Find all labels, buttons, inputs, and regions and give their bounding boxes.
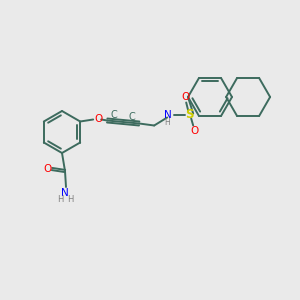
Text: C: C [111, 110, 118, 119]
Text: O: O [94, 113, 102, 124]
Text: O: O [190, 127, 198, 136]
Text: N: N [164, 110, 172, 121]
Text: H: H [57, 196, 63, 205]
Text: H: H [164, 118, 170, 127]
Text: S: S [185, 108, 194, 121]
Text: O: O [181, 92, 189, 101]
Text: C: C [129, 112, 136, 122]
Text: O: O [43, 164, 51, 174]
Text: N: N [61, 188, 69, 198]
Text: H: H [67, 196, 73, 205]
